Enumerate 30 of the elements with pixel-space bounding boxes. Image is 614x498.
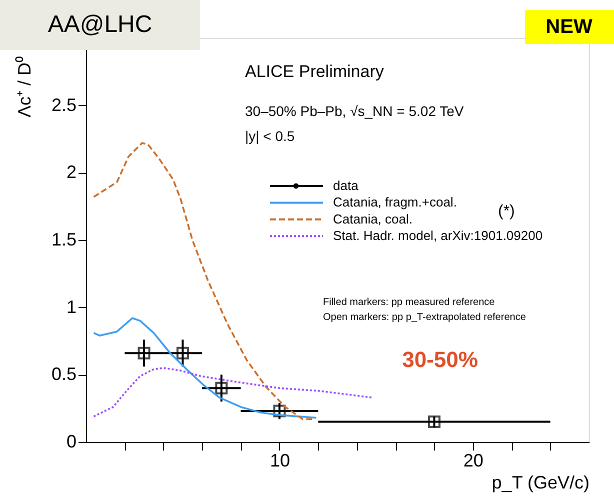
- point: [215, 382, 228, 394]
- y-tick-label: 1.5: [51, 230, 76, 250]
- y-tick-label: 0.5: [51, 364, 76, 384]
- annotation: 30–50% Pb–Pb, √s_NN = 5.02 TeV: [245, 103, 464, 119]
- text: NEW: [546, 16, 592, 38]
- annotation: Open markers: pp p_T-extrapolated reference: [323, 312, 526, 323]
- text: AA@LHC: [48, 11, 152, 38]
- y-tick-label: 0: [66, 432, 76, 452]
- annotation: (*): [498, 203, 515, 220]
- point: [273, 404, 286, 418]
- legend-label: Catania, coal.: [333, 211, 412, 226]
- x-tick-label: 20: [463, 450, 484, 470]
- annotation: Filled markers: pp measured reference: [323, 297, 496, 308]
- x-axis-title: p_T (GeV/c): [492, 472, 590, 492]
- y-axis-title: Λc⁺ / D⁰: [14, 56, 34, 118]
- y-tick-label: 2.5: [51, 94, 76, 115]
- legend-label: Catania, fragm.+coal.: [333, 194, 457, 210]
- point: [176, 346, 189, 360]
- y-tick-label: 1: [66, 296, 76, 317]
- legend-label: data: [333, 178, 360, 193]
- line-series: [92, 317, 318, 419]
- annotation: |y| < 0.5: [245, 128, 295, 144]
- annotation: ALICE Preliminary: [245, 62, 384, 81]
- point: [428, 416, 440, 428]
- point: [138, 346, 150, 360]
- line-series: [92, 367, 374, 418]
- x-tick-label: 10: [270, 450, 290, 470]
- annotation: 30-50%: [402, 347, 478, 372]
- y-tick-label: 2: [66, 162, 76, 182]
- legend-label: Stat. Hadr. model, arXiv:1901.09200: [333, 228, 543, 244]
